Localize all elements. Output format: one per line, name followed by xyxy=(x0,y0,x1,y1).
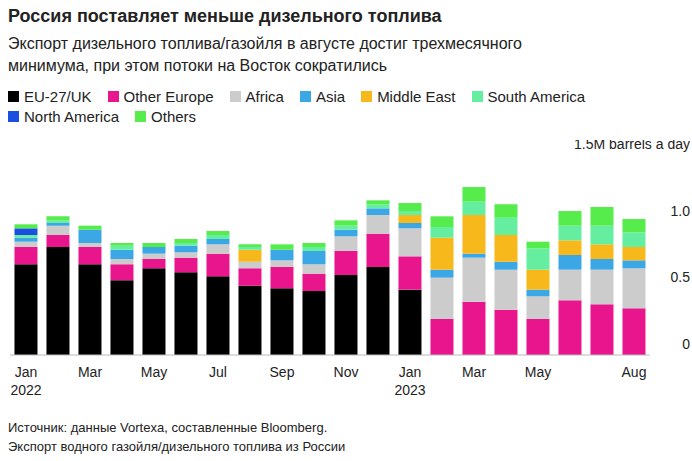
svg-text:Jul: Jul xyxy=(209,364,227,380)
html-text:Asia: Asia xyxy=(315,87,346,105)
svg-text:0.5: 0.5 xyxy=(671,269,684,285)
html-text:Россия поставляет меньше дизел: Россия поставляет меньше дизельного топл… xyxy=(8,6,442,26)
html-text:Middle East: Middle East xyxy=(377,87,456,105)
html-text:Экспорт водного газойля/дизель: Экспорт водного газойля/дизельного топли… xyxy=(8,439,346,454)
svg-text:1.5M barrels a day: 1.5M barrels a day xyxy=(574,140,684,152)
svg-text:0: 0 xyxy=(682,336,684,352)
html-text:North America: North America xyxy=(24,107,119,125)
html-text:South America: South America xyxy=(487,87,586,105)
html-text:EU-27/UK: EU-27/UK xyxy=(24,87,92,105)
svg-text:2023: 2023 xyxy=(394,382,425,398)
html-text:Экспорт дизельного топлива/газ: Экспорт дизельного топлива/газойля в авг… xyxy=(8,35,522,74)
svg-text:2022: 2022 xyxy=(10,382,41,398)
html-text:Источник: данные Vortexa, сост: Источник: данные Vortexa, составленные B… xyxy=(8,420,328,435)
svg-text:May: May xyxy=(141,364,167,380)
svg-text:Aug: Aug xyxy=(622,364,647,380)
svg-text:1.0: 1.0 xyxy=(671,203,684,219)
svg-text:Mar: Mar xyxy=(78,364,102,380)
svg-text:Jan: Jan xyxy=(399,364,422,380)
svg-text:May: May xyxy=(525,364,551,380)
svg-text:Jan: Jan xyxy=(15,364,38,380)
html-text:Other Europe: Other Europe xyxy=(123,87,214,105)
svg-text:Mar: Mar xyxy=(462,364,486,380)
svg-text:Nov: Nov xyxy=(334,364,359,380)
svg-text:Sep: Sep xyxy=(270,364,295,380)
html-text:Africa: Africa xyxy=(245,87,284,105)
html-text:Others: Others xyxy=(151,107,197,125)
